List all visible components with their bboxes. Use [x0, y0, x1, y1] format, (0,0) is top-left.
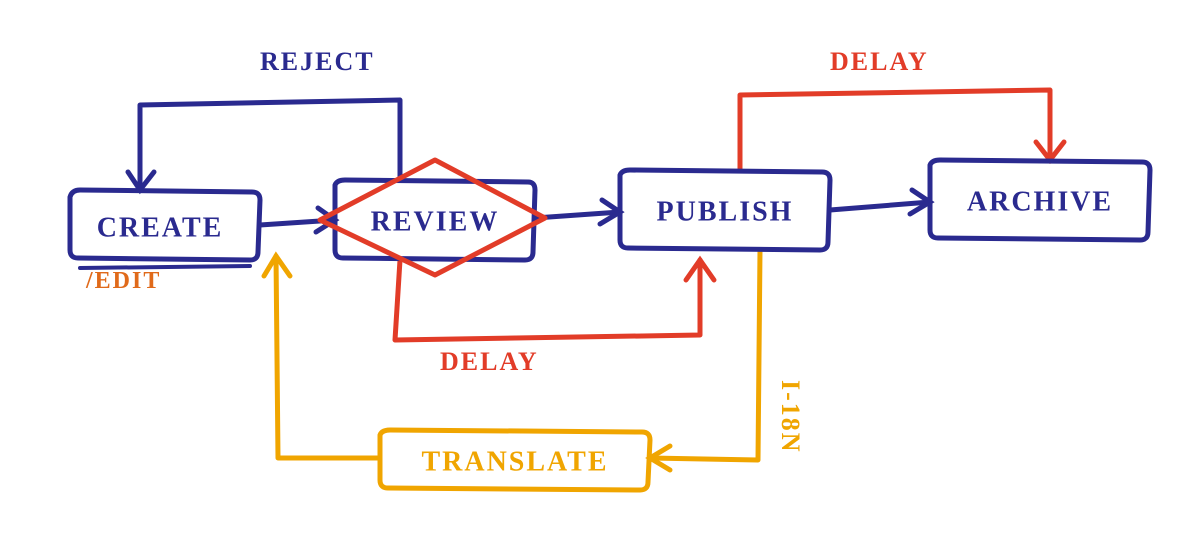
node-label-review: REVIEW: [371, 206, 500, 237]
node-translate: TRANSLATE: [380, 430, 650, 490]
node-archive: ARCHIVE: [930, 160, 1150, 240]
workflow-diagram: REJECT DELAY DELAY I-18N CREATE /EDIT RE…: [0, 0, 1200, 535]
node-sublabel-edit: /EDIT: [85, 268, 161, 294]
node-label-archive: ARCHIVE: [967, 186, 1113, 217]
edge-label-delay1: DELAY: [440, 347, 539, 376]
edge-delay-publish-archive: DELAY: [740, 47, 1064, 170]
node-create: CREATE /EDIT: [70, 190, 260, 294]
edge-label-i18n: I-18N: [776, 380, 805, 454]
edge-label-delay2: DELAY: [830, 47, 929, 76]
edge-reject: REJECT: [128, 47, 400, 190]
edge-i18n-in: [264, 256, 380, 458]
node-label-translate: TRANSLATE: [421, 446, 608, 477]
node-review: REVIEW: [320, 160, 545, 275]
edge-label-reject: REJECT: [260, 47, 375, 76]
edge-delay-review-publish: DELAY: [395, 260, 714, 376]
edge-i18n-out: I-18N: [650, 250, 805, 470]
node-publish: PUBLISH: [620, 170, 830, 250]
edge-review-to-publish: [535, 200, 620, 224]
node-label-create: CREATE: [97, 212, 224, 243]
node-label-publish: PUBLISH: [657, 196, 794, 227]
edge-publish-to-archive: [830, 190, 930, 214]
